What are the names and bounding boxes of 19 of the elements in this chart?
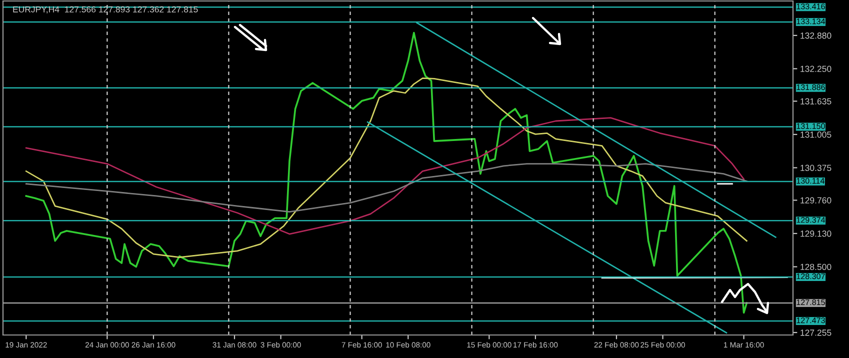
y-tick-label: 129.130 xyxy=(800,230,832,237)
y-tick-label: 128.500 xyxy=(800,264,832,270)
ref-line-label: 131.150 xyxy=(796,123,825,129)
ref-line-label: 133.416 xyxy=(796,4,825,10)
y-tick-label: 131.635 xyxy=(800,98,832,104)
ref-line-label: 127.815 xyxy=(796,299,825,306)
text: EURJPY,H4 127.566 127.893 127.362 127.815 xyxy=(13,6,198,14)
ref-line-label: 128.307 xyxy=(796,273,825,280)
y-tick-label: 129.760 xyxy=(800,197,832,204)
y-tick-label: 132.880 xyxy=(800,32,832,39)
ref-line-label: 133.134 xyxy=(796,18,826,24)
y-tick-label: 132.250 xyxy=(800,66,832,72)
ref-line-label: 129.374 xyxy=(796,217,826,223)
y-tick-label: 131.005 xyxy=(800,132,832,138)
ref-line-label: 127.473 xyxy=(796,317,825,324)
y-tick-label: 127.255 xyxy=(800,330,832,336)
y-tick-label: 130.375 xyxy=(800,164,832,171)
ref-line-label: 130.114 xyxy=(796,178,824,184)
ref-line-label: 131.886 xyxy=(796,84,825,90)
